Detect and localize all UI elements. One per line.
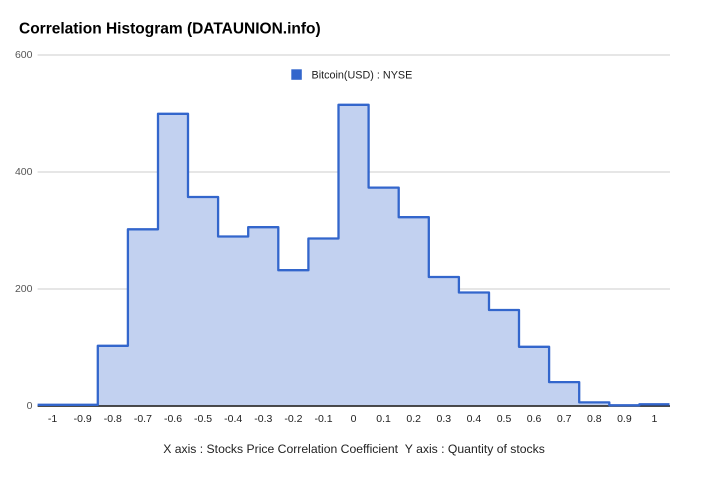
svg-text:-0.5: -0.5 <box>194 413 212 425</box>
svg-text:0: 0 <box>27 400 33 412</box>
svg-text:0.3: 0.3 <box>436 413 451 425</box>
svg-text:0.4: 0.4 <box>467 413 482 425</box>
svg-text:-0.7: -0.7 <box>134 413 152 425</box>
svg-text:-0.1: -0.1 <box>314 413 332 425</box>
svg-text:200: 200 <box>15 283 33 295</box>
svg-text:0: 0 <box>351 413 357 425</box>
svg-text:Bitcoin(USD) : NYSE: Bitcoin(USD) : NYSE <box>312 69 413 81</box>
svg-text:1: 1 <box>651 413 657 425</box>
svg-text:600: 600 <box>15 49 33 61</box>
svg-text:0.2: 0.2 <box>406 413 421 425</box>
svg-text:-0.6: -0.6 <box>164 413 182 425</box>
svg-text:0.7: 0.7 <box>557 413 572 425</box>
svg-text:-1: -1 <box>48 413 57 425</box>
svg-text:0.9: 0.9 <box>617 413 632 425</box>
svg-text:-0.9: -0.9 <box>74 413 92 425</box>
svg-text:X axis : Stocks Price Correlat: X axis : Stocks Price Correlation Coeffi… <box>163 442 545 456</box>
svg-text:-0.3: -0.3 <box>254 413 272 425</box>
svg-text:0.6: 0.6 <box>527 413 542 425</box>
svg-text:400: 400 <box>15 166 33 178</box>
svg-text:Correlation Histogram (DATAUNI: Correlation Histogram (DATAUNION.info) <box>19 21 321 38</box>
svg-text:-0.8: -0.8 <box>104 413 122 425</box>
svg-text:0.1: 0.1 <box>376 413 391 425</box>
svg-text:-0.2: -0.2 <box>284 413 302 425</box>
svg-text:0.5: 0.5 <box>497 413 512 425</box>
svg-text:-0.4: -0.4 <box>224 413 242 425</box>
svg-text:0.8: 0.8 <box>587 413 602 425</box>
